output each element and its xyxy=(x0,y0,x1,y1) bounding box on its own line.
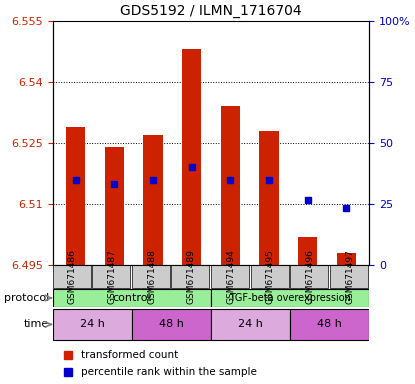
Bar xyxy=(144,135,163,265)
FancyBboxPatch shape xyxy=(290,309,369,340)
Title: GDS5192 / ILMN_1716704: GDS5192 / ILMN_1716704 xyxy=(120,4,302,18)
FancyBboxPatch shape xyxy=(290,265,328,288)
Bar xyxy=(105,147,124,265)
FancyBboxPatch shape xyxy=(211,265,249,288)
Text: 48 h: 48 h xyxy=(159,319,184,329)
Text: GSM671497: GSM671497 xyxy=(345,250,354,305)
FancyBboxPatch shape xyxy=(330,265,368,288)
Bar xyxy=(221,106,240,265)
FancyBboxPatch shape xyxy=(211,289,369,307)
Text: percentile rank within the sample: percentile rank within the sample xyxy=(81,367,257,377)
Text: TGF-beta overexpression: TGF-beta overexpression xyxy=(229,293,351,303)
Text: GSM671486: GSM671486 xyxy=(68,250,77,305)
Text: GSM671495: GSM671495 xyxy=(266,250,275,305)
Text: GSM671496: GSM671496 xyxy=(305,250,315,305)
Text: GSM671488: GSM671488 xyxy=(147,250,156,305)
FancyBboxPatch shape xyxy=(53,265,90,288)
FancyBboxPatch shape xyxy=(132,265,170,288)
FancyBboxPatch shape xyxy=(132,309,211,340)
Bar xyxy=(337,253,356,265)
Text: 24 h: 24 h xyxy=(238,319,263,329)
FancyBboxPatch shape xyxy=(171,265,210,288)
Text: control: control xyxy=(112,293,151,303)
Bar xyxy=(66,127,85,265)
Bar xyxy=(259,131,279,265)
Text: time: time xyxy=(24,319,49,329)
Bar xyxy=(298,237,317,265)
Bar xyxy=(182,49,201,265)
Text: GSM671494: GSM671494 xyxy=(226,250,235,305)
Text: protocol: protocol xyxy=(4,293,49,303)
FancyBboxPatch shape xyxy=(53,289,211,307)
Text: GSM671489: GSM671489 xyxy=(187,250,196,305)
FancyBboxPatch shape xyxy=(53,309,132,340)
FancyBboxPatch shape xyxy=(92,265,130,288)
Text: 24 h: 24 h xyxy=(80,319,105,329)
Text: GSM671487: GSM671487 xyxy=(107,250,117,305)
Text: transformed count: transformed count xyxy=(81,350,178,360)
Text: 48 h: 48 h xyxy=(317,319,342,329)
FancyBboxPatch shape xyxy=(211,309,290,340)
FancyBboxPatch shape xyxy=(251,265,289,288)
